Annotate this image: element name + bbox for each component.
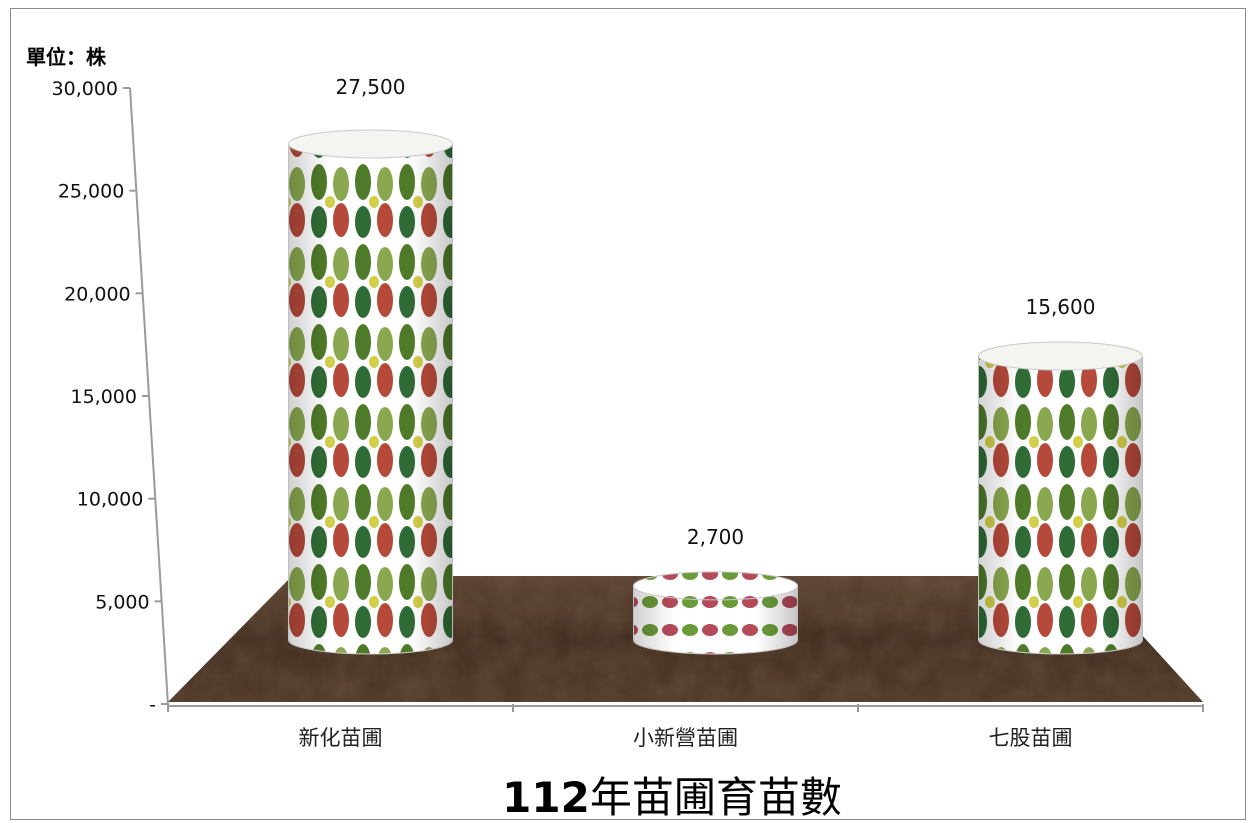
x-category-label: 新化苗圃 xyxy=(299,726,383,750)
y-tick-label: 15,000 xyxy=(70,386,136,408)
y-axis-line xyxy=(129,87,169,706)
y-tick-label: 10,000 xyxy=(77,489,143,511)
bar-cylinder xyxy=(633,571,798,655)
bar-data-label: 27,500 xyxy=(336,75,406,99)
x-category-label: 小新營苗圃 xyxy=(633,726,738,750)
y-tick-label: 20,000 xyxy=(64,283,130,305)
chart-title: 112年苗圃育苗數 xyxy=(502,773,842,822)
chart-title-year: 112 xyxy=(502,773,590,822)
bar-data-label: 2,700 xyxy=(687,525,744,549)
bar-cylinder xyxy=(978,341,1143,655)
chart-title-text: 年苗圃育苗數 xyxy=(590,773,842,822)
y-tick-label: - xyxy=(149,694,156,716)
bar-cylinder xyxy=(288,129,453,655)
y-tick-label: 30,000 xyxy=(52,78,118,100)
unit-label: 單位：株 xyxy=(26,45,107,69)
bar-data-label: 15,600 xyxy=(1026,295,1096,319)
x-category-label: 七股苗圃 xyxy=(989,726,1073,750)
y-tick-label: 25,000 xyxy=(58,181,124,203)
y-tick-label: 5,000 xyxy=(95,591,149,613)
